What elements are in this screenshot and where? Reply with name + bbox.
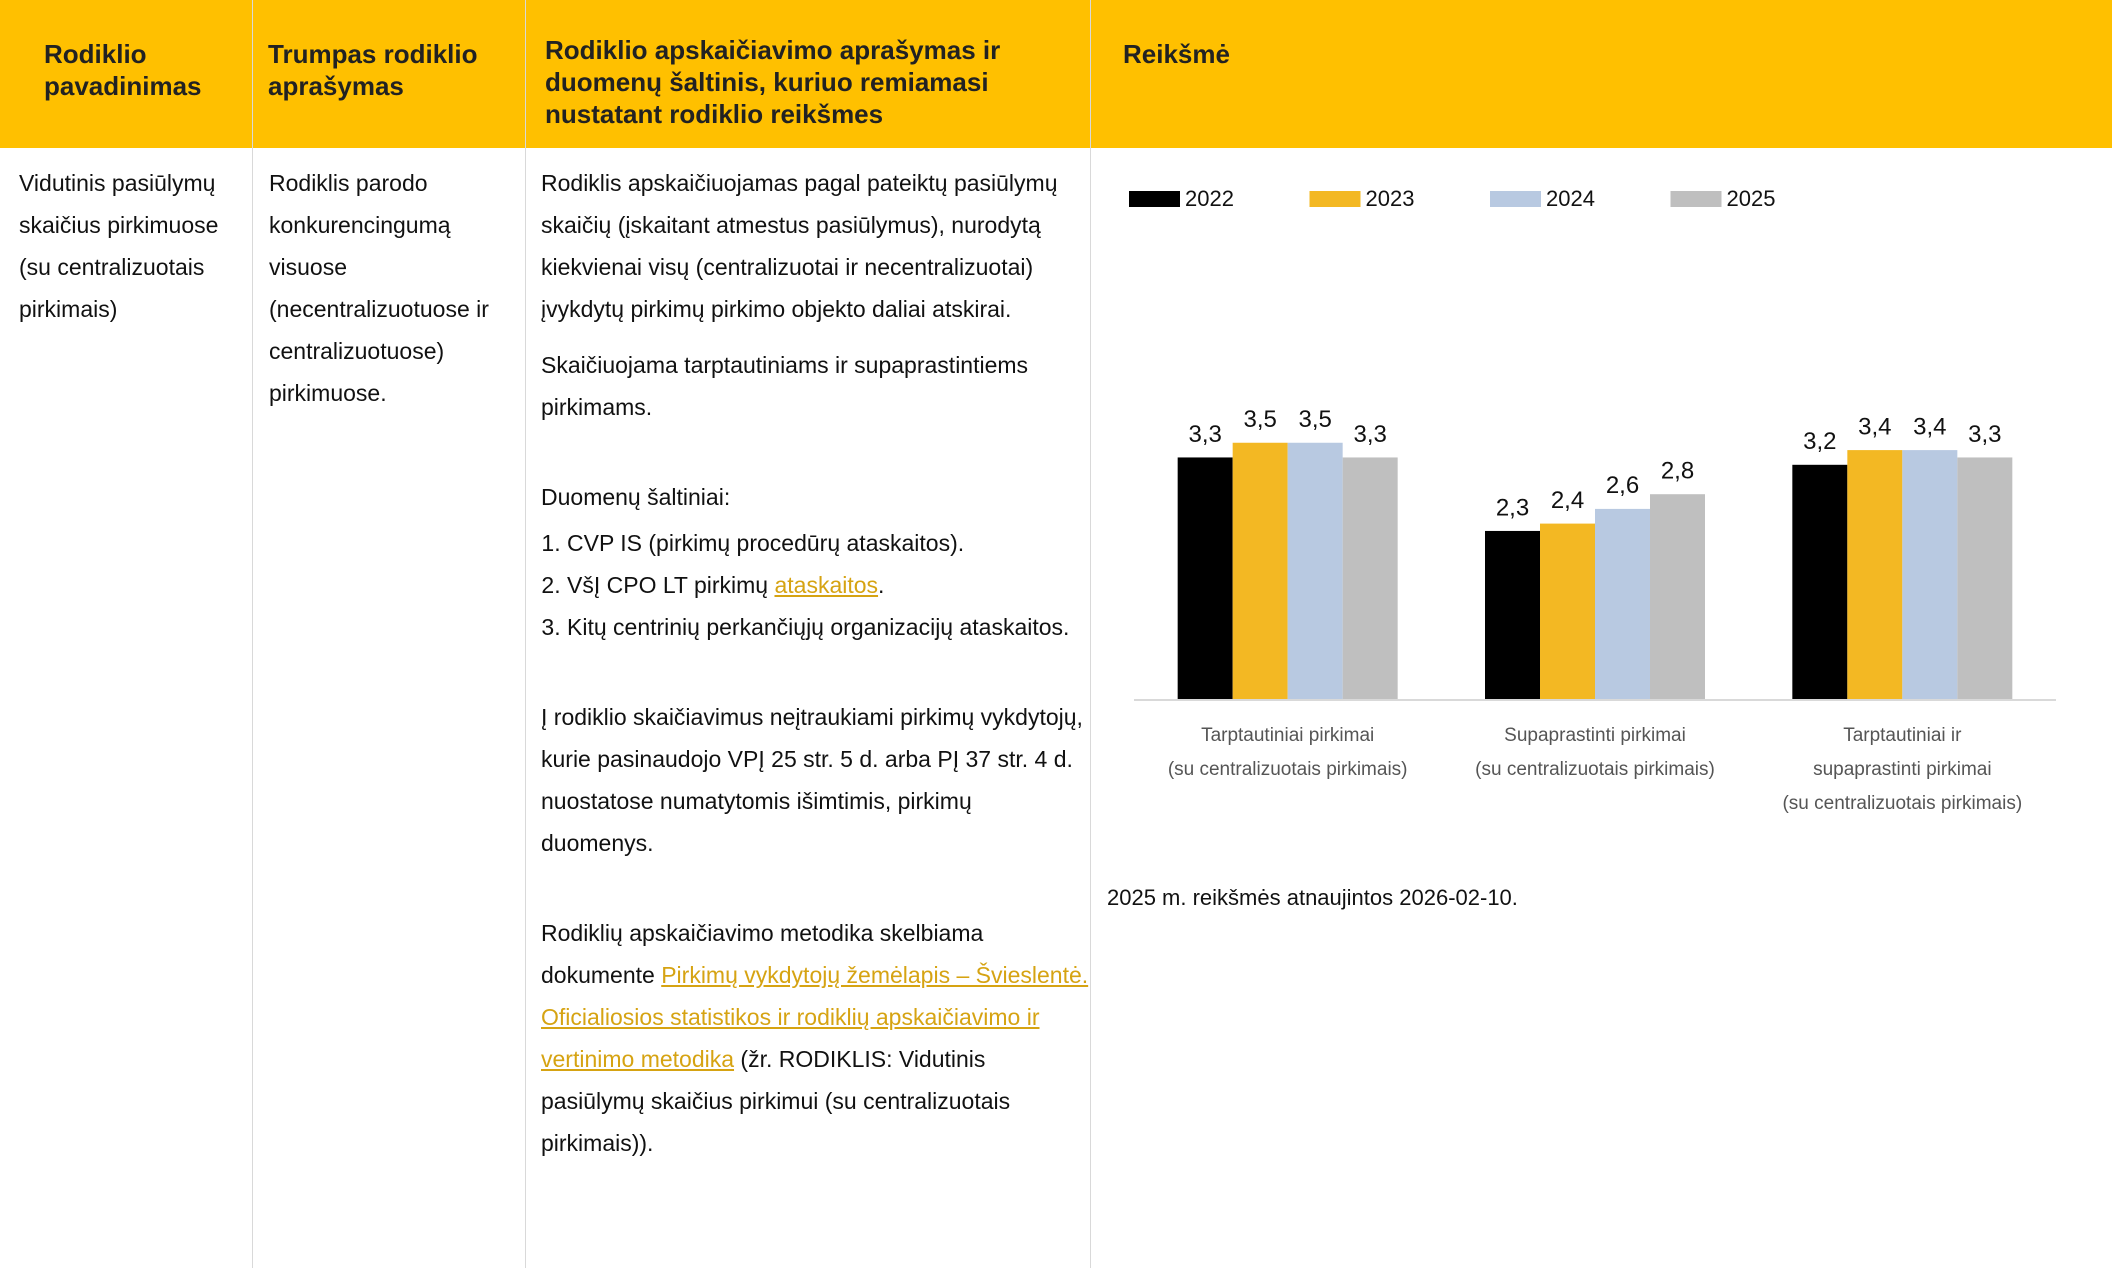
bar [1957, 457, 2013, 700]
indicator-short: Rodiklis parodo konkurencingumą visuose … [269, 170, 489, 406]
text: VšĮ CPO LT pirkimų [567, 572, 775, 598]
list-item: CVP IS (pirkimų procedūrų ataskaitos). [567, 522, 1089, 564]
value-label: 3,5 [1298, 406, 1331, 433]
paragraph: Rodiklis apskaičiuojamas pagal pateiktų … [541, 170, 1058, 322]
legend-label: 2024 [1546, 186, 1595, 211]
legend-label: 2023 [1366, 186, 1415, 211]
value-label: 3,4 [1858, 413, 1891, 440]
chart: 2022 2023 2024 2025 3,3 3,5 3,5 3,3 2,3 2,4 2,6 2,8… [1129, 186, 2056, 701]
legend-swatch [1309, 191, 1361, 207]
category-label: Supaprastinti pirkimai (su centralizuota… [1475, 725, 1715, 780]
value-label: 3,3 [1353, 421, 1386, 448]
link[interactable]: Pirkimų vykdytojų žemėlapis – Švieslentė… [541, 962, 1089, 1072]
paragraph: Skaičiuojama tarptautiniams ir supaprast… [541, 352, 1029, 420]
note: 2025 m. reikšmės atnaujintos 2026-02-10. [1107, 885, 1518, 910]
column-divider [1090, 0, 1091, 1268]
bar [1232, 442, 1288, 700]
indicator-method: Rodiklis apskaičiuojamas pagal pateiktų … [541, 148, 1089, 1164]
text: Rodiklių apskaičiavimo metodika skelbiam… [541, 920, 984, 988]
value-label: 3,5 [1243, 406, 1276, 433]
column-divider [525, 0, 526, 1268]
bar [1287, 442, 1343, 700]
category-label: Tarptautiniai pirkimai (su centralizuota… [1167, 725, 1408, 780]
bar [1847, 450, 1903, 700]
text: (žr. RODIKLIS: Vidutinis pasiūlymų skaič… [541, 1046, 1011, 1156]
bar [1342, 457, 1398, 700]
header-cell: Rodiklio apskaičiavimo aprašymas ir duom… [545, 35, 1001, 129]
header-bar: Rodiklio pavadinimas Trumpas rodiklio ap… [0, 0, 2112, 148]
value-label: 2,6 [1606, 472, 1639, 499]
value-label: 3,3 [1968, 421, 2001, 448]
chart-container: 2022 2023 2024 2025 3,3 3,5 3,5 3,3 2,3 2,4 2,6 2,8… [1090, 148, 2112, 848]
value-label: 3,4 [1913, 413, 1946, 440]
value-label: 2,8 [1661, 458, 1694, 485]
legend-swatch [1490, 191, 1541, 207]
bar [1177, 457, 1233, 700]
value-label: 2,4 [1551, 487, 1584, 514]
bar [1595, 508, 1650, 700]
paragraph: Rodiklių apskaičiavimo metodika skelbiam… [541, 912, 1089, 1164]
header-cell: Rodiklio pavadinimas [44, 39, 202, 101]
text: Kitų centrinių perkančiųjų organizacijų … [567, 614, 1070, 640]
bar [1485, 530, 1540, 700]
sources-list: CVP IS (pirkimų procedūrų ataskaitos). V… [541, 522, 1089, 648]
column-divider [252, 0, 253, 1268]
legend-label: 2022 [1185, 186, 1234, 211]
category-label: Tarptautiniai ir supaprastinti pirkimai … [1782, 725, 2023, 814]
bar [1650, 494, 1705, 700]
bar [1792, 464, 1848, 700]
indicator-name: Vidutinis pasiūlymų skaičius pirkimuose … [19, 170, 219, 322]
link[interactable]: ataskaitos [774, 572, 879, 598]
paragraph: Į rodiklio skaičiavimus neįtraukiami pir… [541, 704, 1083, 856]
list-item: Kitų centrinių perkančiųjų organizacijų … [567, 606, 1089, 648]
value-label: 3,3 [1188, 421, 1221, 448]
legend-label: 2025 [1727, 186, 1776, 211]
text: CVP IS (pirkimų procedūrų ataskaitos). [567, 530, 965, 556]
list-item: VšĮ CPO LT pirkimų ataskaitos. [567, 564, 1089, 606]
legend-swatch [1670, 191, 1722, 207]
header-cell: Trumpas rodiklio aprašymas [268, 39, 478, 101]
value-label: 2,3 [1496, 494, 1529, 521]
bar [1902, 450, 1958, 700]
legend-swatch [1129, 191, 1180, 207]
value-label: 3,2 [1803, 428, 1836, 455]
header-cell: Reikšmė [1123, 39, 1230, 69]
paragraph: Duomenų šaltiniai: [541, 484, 731, 510]
text: . [878, 572, 885, 598]
bar [1540, 523, 1595, 700]
